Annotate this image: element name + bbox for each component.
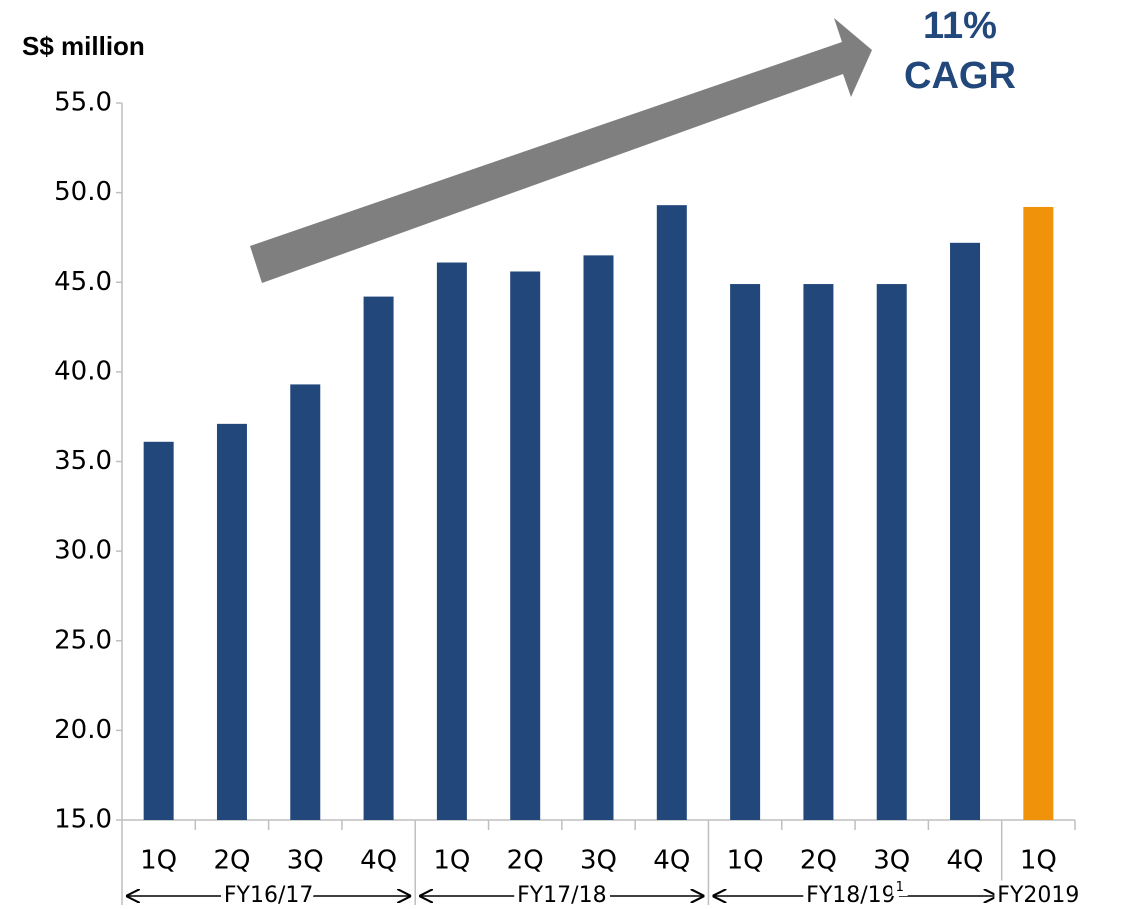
group-label-text: FY16/17 (224, 883, 314, 908)
group-label: FY18/191 (806, 880, 904, 909)
footnote-mark: 1 (896, 880, 904, 895)
bar (216, 423, 247, 820)
y-tick-label: 45.0 (54, 267, 112, 297)
y-tick-label: 20.0 (54, 715, 112, 745)
group-label-text: FY17/18 (517, 883, 607, 908)
x-tick-label: 2Q (213, 846, 250, 876)
bar (510, 271, 541, 820)
y-tick-label: 50.0 (54, 177, 112, 207)
annotation: 11% (923, 5, 997, 47)
bar (143, 441, 174, 820)
group-label-text: FY18/19 (806, 883, 896, 908)
bar (803, 284, 834, 821)
y-tick-label: 35.0 (54, 446, 112, 476)
x-tick-label: 3Q (873, 846, 910, 876)
bar (876, 284, 907, 821)
x-tick-label: 1Q (727, 846, 764, 876)
bar (656, 205, 687, 821)
x-tick-label: 1Q (1020, 846, 1057, 876)
y-tick-label: 25.0 (54, 625, 112, 655)
trend-arrow (250, 18, 872, 283)
y-tick-label: 55.0 (54, 88, 112, 118)
bar (583, 255, 614, 821)
x-tick-label: 1Q (140, 846, 177, 876)
x-tick-label: 1Q (433, 846, 470, 876)
group-label: FY2019 (997, 883, 1079, 908)
x-tick-label: 4Q (653, 846, 690, 876)
group-label-text: FY2019 (997, 883, 1079, 908)
bar (950, 242, 981, 820)
x-tick-label: 3Q (580, 846, 617, 876)
y-tick-label: 15.0 (54, 805, 112, 835)
group-label: FY17/18 (517, 883, 607, 908)
bar (1023, 206, 1054, 821)
axis-title: S$ million (22, 31, 145, 61)
bar (730, 284, 761, 821)
x-tick-label: 2Q (507, 846, 544, 876)
x-tick-label: 4Q (947, 846, 984, 876)
bar (436, 262, 467, 821)
annotation: CAGR (904, 55, 1016, 97)
bar (290, 384, 321, 820)
y-tick-label: 30.0 (54, 536, 112, 566)
y-tick-label: 40.0 (54, 356, 112, 386)
bar (363, 296, 394, 821)
group-label: FY16/17 (224, 883, 314, 908)
x-tick-label: 2Q (800, 846, 837, 876)
x-tick-label: 4Q (360, 846, 397, 876)
x-tick-label: 3Q (287, 846, 324, 876)
